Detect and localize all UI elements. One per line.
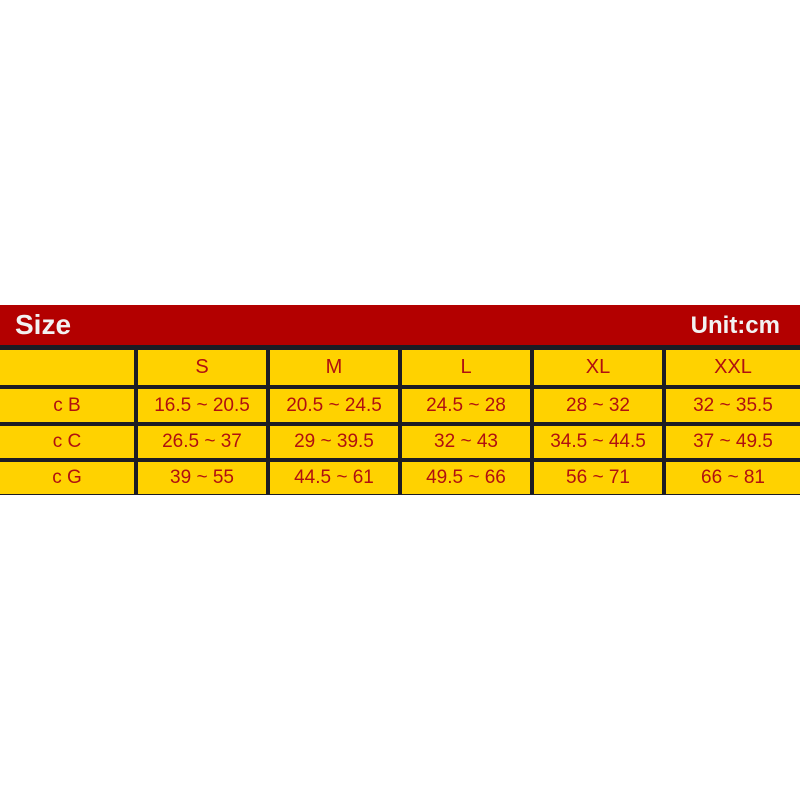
table-cell: 16.5 ~ 20.5 — [138, 389, 266, 422]
size-title: Size — [15, 309, 72, 340]
table-cell: 34.5 ~ 44.5 — [534, 426, 662, 458]
header-cell-empty — [0, 350, 134, 385]
table-cell: 29 ~ 39.5 — [270, 426, 398, 458]
table-cell: 20.5 ~ 24.5 — [270, 389, 398, 422]
table-cell: 28 ~ 32 — [534, 389, 662, 422]
table-cell: 49.5 ~ 66 — [402, 462, 530, 494]
row-label: c C — [0, 426, 134, 458]
row-label: c G — [0, 462, 134, 494]
table-cell: 32 ~ 35.5 — [666, 389, 800, 422]
table-cell: 56 ~ 71 — [534, 462, 662, 494]
header-cell-xxl: XXL — [666, 350, 800, 385]
header-cell-l: L — [402, 350, 530, 385]
header-cell-m: M — [270, 350, 398, 385]
unit-label: Unit:cm — [690, 312, 780, 339]
table-cell: 66 ~ 81 — [666, 462, 800, 494]
size-table: S M L XL XXL c B 16.5 ~ 20.5 20.5 ~ 24.5… — [0, 345, 800, 495]
table-cell: 24.5 ~ 28 — [402, 389, 530, 422]
table-cell: 39 ~ 55 — [138, 462, 266, 494]
table-cell: 26.5 ~ 37 — [138, 426, 266, 458]
table-cell: 37 ~ 49.5 — [666, 426, 800, 458]
table-cell: 32 ~ 43 — [402, 426, 530, 458]
table-cell: 44.5 ~ 61 — [270, 462, 398, 494]
header-cell-xl: XL — [534, 350, 662, 385]
size-banner: Size Unit:cm — [0, 305, 800, 345]
header-cell-s: S — [138, 350, 266, 385]
row-label: c B — [0, 389, 134, 422]
